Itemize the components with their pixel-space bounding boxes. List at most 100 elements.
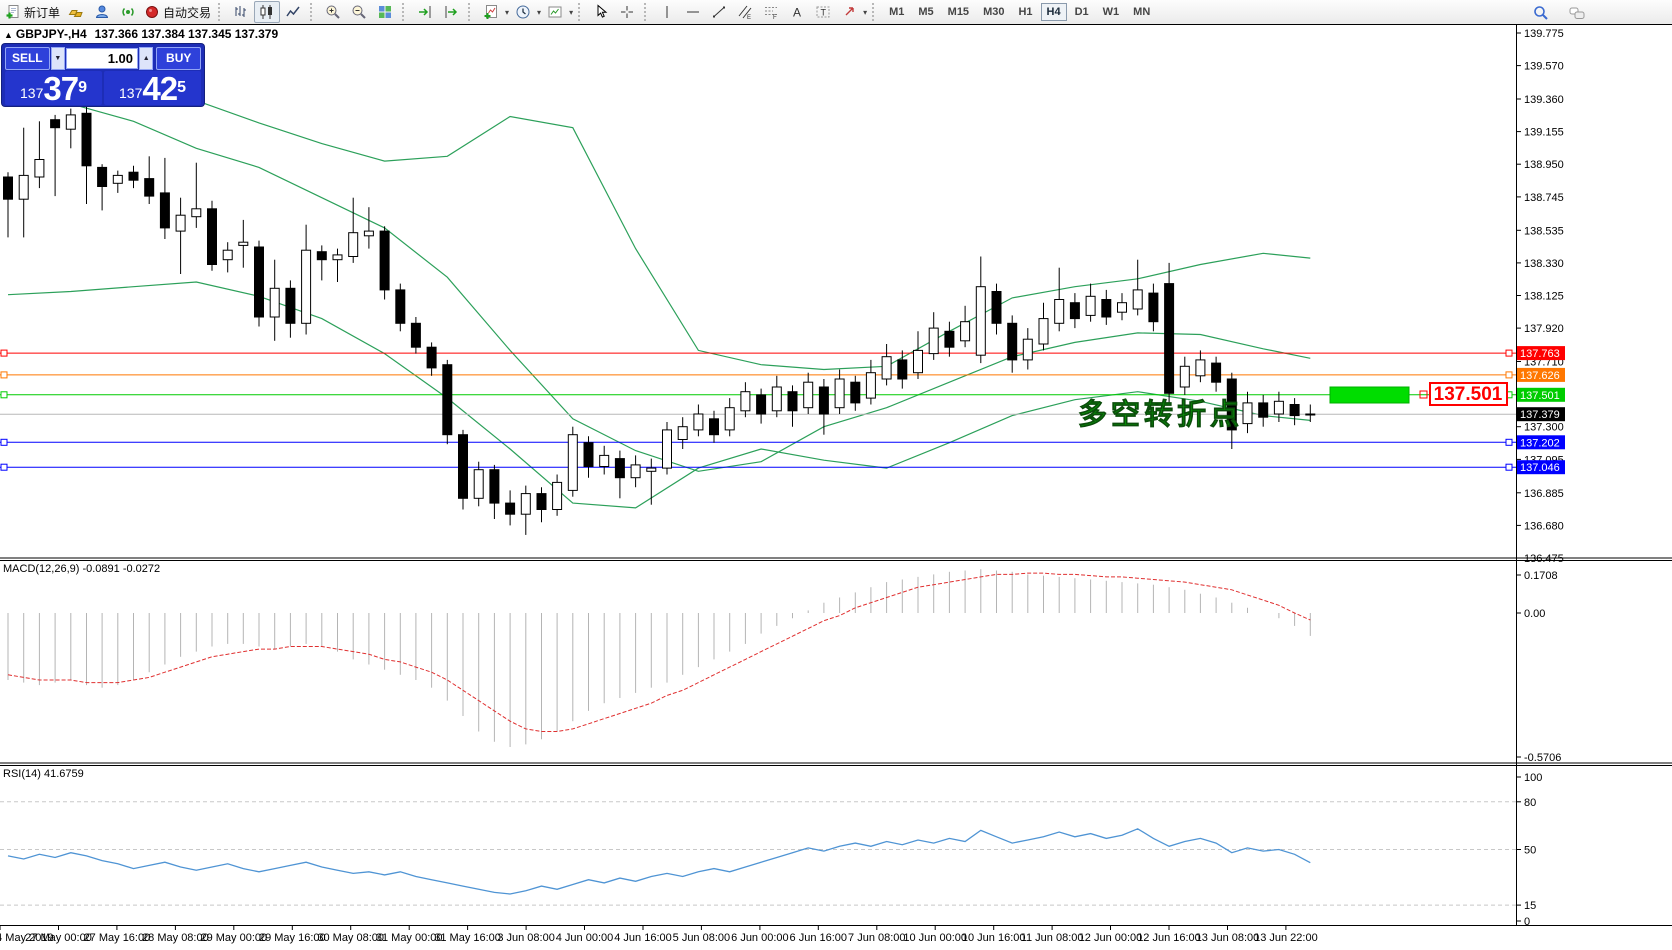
buy-price-display[interactable]: 137 42 5: [104, 71, 201, 105]
svg-text:136.680: 136.680: [1524, 520, 1564, 532]
tab-h4[interactable]: H4: [1040, 3, 1067, 21]
toolbar-grip: [402, 3, 408, 21]
tab-m30[interactable]: M30: [983, 6, 1005, 18]
new-order-button[interactable]: 新订单: [2, 1, 63, 23]
trendline-button[interactable]: [706, 1, 732, 23]
buy-button[interactable]: BUY: [156, 46, 201, 70]
svg-text:7 Jun 08:00: 7 Jun 08:00: [848, 932, 906, 944]
new-order-icon: [6, 5, 19, 19]
periods-dropdown-caret[interactable]: ▾: [537, 7, 542, 17]
candlestick-chart-button[interactable]: [254, 1, 281, 23]
chat-button[interactable]: [1564, 2, 1590, 24]
text-button[interactable]: A: [784, 1, 810, 23]
zoom-in-icon: [326, 5, 340, 19]
svg-text:139.360: 139.360: [1524, 94, 1564, 106]
svg-text:30 May 08:00: 30 May 08:00: [317, 932, 384, 944]
svg-text:11 Jun 08:00: 11 Jun 08:00: [1021, 932, 1084, 944]
new-order-label: 新订单: [24, 5, 61, 20]
svg-text:139.155: 139.155: [1524, 127, 1564, 139]
svg-text:138.125: 138.125: [1524, 291, 1564, 303]
fibonacci-icon: F: [765, 7, 778, 20]
indicators-dropdown-caret[interactable]: ▾: [505, 7, 510, 17]
equidistant-channel-button[interactable]: E: [732, 1, 758, 23]
sell-price-display[interactable]: 137 37 9: [5, 71, 102, 105]
crosshair-icon: [621, 6, 634, 18]
tab-w1[interactable]: W1: [1102, 6, 1120, 18]
tab-mn[interactable]: MN: [1133, 6, 1151, 18]
tab-m1[interactable]: M1: [889, 6, 905, 18]
zoom-out-button[interactable]: [346, 1, 372, 23]
person-icon: [95, 5, 109, 18]
arrows-dropdown-caret[interactable]: ▾: [863, 7, 868, 17]
chart-shift-icon: [445, 6, 458, 18]
tile-windows-button[interactable]: [372, 1, 398, 23]
cursor-button[interactable]: [588, 1, 614, 23]
svg-text:10 Jun 00:00: 10 Jun 00:00: [903, 932, 967, 944]
zoom-in-button[interactable]: [320, 1, 346, 23]
fibonacci-button[interactable]: F: [758, 1, 784, 23]
toolbar-grip: [468, 3, 474, 21]
text-label-button[interactable]: T: [810, 1, 836, 23]
tab-m5[interactable]: M5: [918, 6, 934, 18]
periods-button[interactable]: [510, 1, 536, 23]
svg-text:100: 100: [1524, 772, 1542, 784]
toolbar-grip: [644, 3, 650, 21]
trendline-icon: [713, 6, 726, 18]
svg-text:138.330: 138.330: [1524, 258, 1564, 270]
svg-text:136.885: 136.885: [1524, 488, 1564, 500]
vertical-line-button[interactable]: [654, 1, 680, 23]
market-watch-button[interactable]: [63, 1, 89, 23]
templates-button[interactable]: [542, 1, 568, 23]
volume-input[interactable]: [66, 47, 138, 69]
equidistant-channel-icon: E: [738, 5, 752, 20]
svg-text:F: F: [773, 15, 777, 20]
auto-trading-button[interactable]: 自动交易: [141, 1, 214, 23]
arrows-tool-button[interactable]: [836, 1, 862, 23]
signals-button[interactable]: [115, 1, 141, 23]
svg-text:31 May 00:00: 31 May 00:00: [376, 932, 443, 944]
svg-text:15: 15: [1524, 900, 1536, 912]
tab-h1[interactable]: H1: [1018, 6, 1033, 18]
svg-text:A: A: [793, 6, 801, 20]
search-button[interactable]: [1528, 2, 1554, 24]
svg-text:137.202: 137.202: [1520, 437, 1560, 449]
collapse-triangle-icon[interactable]: ▲: [4, 30, 13, 40]
svg-text:0.1708: 0.1708: [1524, 570, 1558, 582]
svg-text:138.535: 138.535: [1524, 225, 1564, 237]
gold-bars-icon: [68, 10, 83, 17]
svg-text:137.300: 137.300: [1524, 422, 1564, 434]
tab-m15[interactable]: M15: [947, 6, 970, 18]
bar-chart-icon: [235, 6, 247, 17]
svg-text:5 Jun 08:00: 5 Jun 08:00: [673, 932, 731, 944]
volume-up-button[interactable]: ▲: [139, 46, 154, 70]
auto-scroll-icon: [419, 6, 431, 18]
svg-text:E: E: [747, 15, 751, 20]
svg-text:13 Jun 08:00: 13 Jun 08:00: [1196, 932, 1260, 944]
bar-chart-button[interactable]: [228, 1, 254, 23]
crosshair-button[interactable]: [614, 1, 640, 23]
svg-text:138.745: 138.745: [1524, 192, 1564, 204]
volume-down-button[interactable]: ▼: [50, 46, 65, 70]
line-chart-button[interactable]: [280, 1, 306, 23]
horizontal-line-button[interactable]: [680, 1, 706, 23]
text-a-icon: A: [793, 6, 801, 20]
arrow-tool-icon: [845, 7, 854, 16]
community-button[interactable]: [89, 1, 115, 23]
svg-text:0: 0: [1524, 916, 1530, 928]
tab-d1[interactable]: D1: [1074, 6, 1089, 18]
svg-text:12 Jun 00:00: 12 Jun 00:00: [1079, 932, 1143, 944]
buy-price-prefix: 137: [119, 85, 143, 101]
sell-button[interactable]: SELL: [5, 46, 50, 70]
svg-text:6 Jun 00:00: 6 Jun 00:00: [731, 932, 789, 944]
indicators-button[interactable]: [478, 1, 504, 23]
toolbar-grip: [872, 3, 878, 21]
svg-text:T: T: [821, 8, 827, 18]
chart-shift-button[interactable]: [438, 1, 464, 23]
auto-scroll-button[interactable]: [412, 1, 438, 23]
svg-text:6 Jun 16:00: 6 Jun 16:00: [790, 932, 848, 944]
templates-dropdown-caret[interactable]: ▾: [569, 7, 574, 17]
svg-text:3 Jun 08:00: 3 Jun 08:00: [497, 932, 555, 944]
